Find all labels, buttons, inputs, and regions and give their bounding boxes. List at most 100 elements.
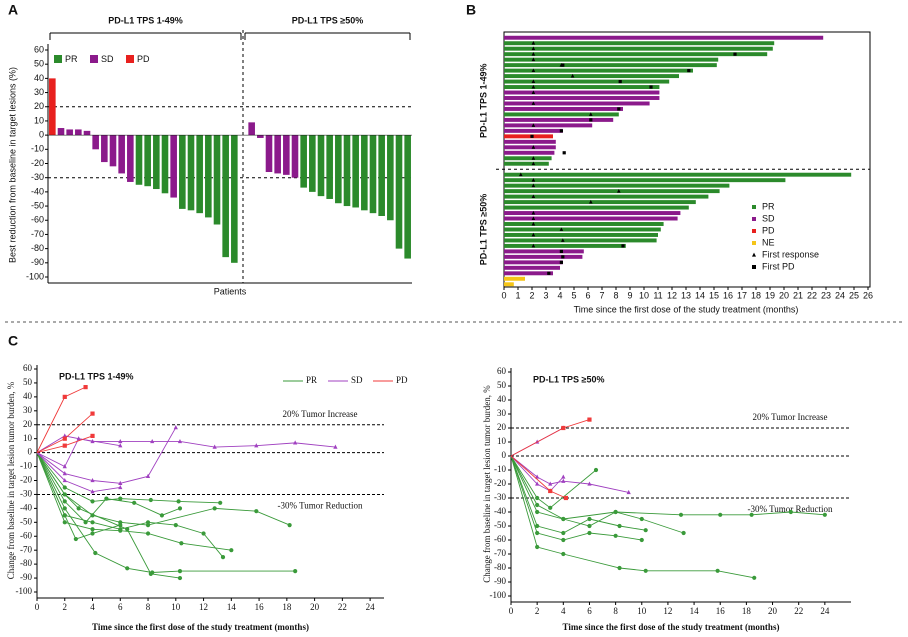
swimmer-bar bbox=[504, 189, 720, 194]
group-header: PD-L1 TPS 1-49% bbox=[108, 15, 183, 25]
y-tick-label: -40 bbox=[494, 506, 506, 516]
swimmer-bar bbox=[504, 150, 555, 155]
y-tick-label: -10 bbox=[31, 144, 44, 154]
data-point bbox=[118, 496, 123, 501]
first-response-marker bbox=[531, 221, 536, 226]
swimmer-bar bbox=[504, 35, 824, 40]
legend-label: SD bbox=[351, 375, 363, 385]
data-point bbox=[788, 509, 793, 515]
y-tick-label: -10 bbox=[494, 464, 506, 474]
swimmer-bar bbox=[504, 112, 619, 117]
data-point bbox=[535, 509, 540, 515]
legend-label: PD bbox=[137, 54, 150, 64]
x-tick-label: 4 bbox=[557, 290, 562, 300]
swimmer-bar bbox=[504, 222, 664, 226]
data-point bbox=[617, 565, 622, 571]
swimmer-bar bbox=[504, 232, 658, 237]
legend-marker bbox=[752, 265, 756, 269]
y-tick-label: -100 bbox=[16, 586, 33, 596]
y-tick-label: 30 bbox=[23, 405, 33, 415]
swimmer-bar bbox=[504, 183, 730, 188]
first-pd-marker bbox=[561, 255, 565, 259]
y-tick-label: -60 bbox=[494, 534, 506, 544]
first-response-marker bbox=[617, 188, 621, 193]
x-tick-label: 24 bbox=[366, 602, 376, 612]
swimmer-bar bbox=[504, 200, 696, 205]
y-tick-label: -70 bbox=[494, 548, 506, 558]
data-point bbox=[73, 536, 78, 542]
legend-swatch bbox=[54, 55, 62, 63]
first-response-marker bbox=[519, 172, 523, 177]
x-tick-label: 23 bbox=[821, 290, 831, 300]
x-tick-label: 8 bbox=[613, 606, 618, 616]
legend-label: SD bbox=[101, 54, 114, 64]
series-line bbox=[36, 386, 86, 453]
y-tick-label: 60 bbox=[23, 363, 33, 373]
first-pd-marker bbox=[561, 63, 565, 67]
data-point bbox=[678, 512, 684, 517]
x-tick-label: 1 bbox=[515, 290, 520, 300]
reference-label: 20% Tumor Increase bbox=[753, 412, 828, 422]
first-response-marker bbox=[570, 73, 575, 78]
y-tick-label: -80 bbox=[494, 562, 506, 572]
y-tick-label: -70 bbox=[31, 229, 44, 239]
data-point bbox=[561, 537, 566, 543]
data-point bbox=[93, 550, 98, 556]
y-axis-title: Change from baseline in target lesion tu… bbox=[482, 385, 492, 583]
first-pd-marker bbox=[687, 69, 691, 73]
bar bbox=[213, 135, 221, 225]
data-point bbox=[535, 481, 540, 486]
first-response-marker bbox=[531, 79, 536, 84]
series-line bbox=[36, 438, 121, 468]
swimmer-bar bbox=[504, 254, 583, 259]
reference-label: 20% Tumor Increase bbox=[283, 409, 358, 419]
data-point bbox=[62, 492, 67, 497]
x-tick-label: 14 bbox=[227, 602, 237, 612]
swimmer-bar bbox=[504, 85, 660, 90]
swimmer-bar bbox=[504, 211, 681, 216]
bar bbox=[144, 135, 151, 187]
data-point bbox=[90, 411, 95, 416]
data-point bbox=[218, 500, 223, 505]
x-tick-label: 20 bbox=[310, 602, 320, 612]
x-tick-label: 11 bbox=[653, 290, 662, 300]
data-point bbox=[118, 523, 123, 528]
first-pd-marker bbox=[589, 118, 593, 122]
x-tick-label: 22 bbox=[807, 290, 817, 300]
data-point bbox=[159, 513, 165, 518]
first-response-marker bbox=[531, 232, 536, 237]
y-tick-label: -20 bbox=[20, 475, 32, 485]
data-point bbox=[173, 523, 178, 528]
first-response-marker bbox=[531, 84, 536, 89]
group-label: PD-L1 TPS 1-49% bbox=[478, 63, 488, 138]
data-point bbox=[617, 523, 622, 529]
x-tick-label: 13 bbox=[681, 290, 691, 300]
data-point bbox=[681, 530, 686, 536]
data-point bbox=[62, 506, 67, 511]
x-tick-label: 2 bbox=[529, 290, 534, 300]
x-tick-label: 24 bbox=[820, 606, 830, 616]
swimmer-bar bbox=[504, 79, 670, 84]
y-tick-label: -40 bbox=[31, 186, 44, 196]
x-tick-label: 14 bbox=[695, 290, 705, 300]
y-tick-label: 10 bbox=[497, 436, 507, 446]
swimmer-bar bbox=[504, 227, 661, 232]
data-point bbox=[90, 433, 95, 438]
swimmer-bar bbox=[504, 74, 679, 79]
swimmer-bar bbox=[504, 194, 709, 199]
data-point bbox=[148, 571, 153, 576]
swimmer-bar bbox=[504, 145, 556, 150]
data-point bbox=[287, 523, 292, 528]
data-point bbox=[639, 516, 644, 522]
x-tick-label: 6 bbox=[587, 606, 592, 616]
data-point bbox=[90, 489, 95, 494]
x-tick-label: 4 bbox=[90, 602, 95, 612]
bar bbox=[187, 135, 195, 211]
first-pd-marker bbox=[649, 85, 653, 89]
first-response-marker bbox=[531, 41, 536, 45]
bar bbox=[135, 135, 143, 185]
x-tick-label: 2 bbox=[63, 602, 68, 612]
data-point bbox=[587, 530, 592, 536]
legend-label: NE bbox=[762, 237, 775, 247]
bar bbox=[92, 135, 99, 150]
